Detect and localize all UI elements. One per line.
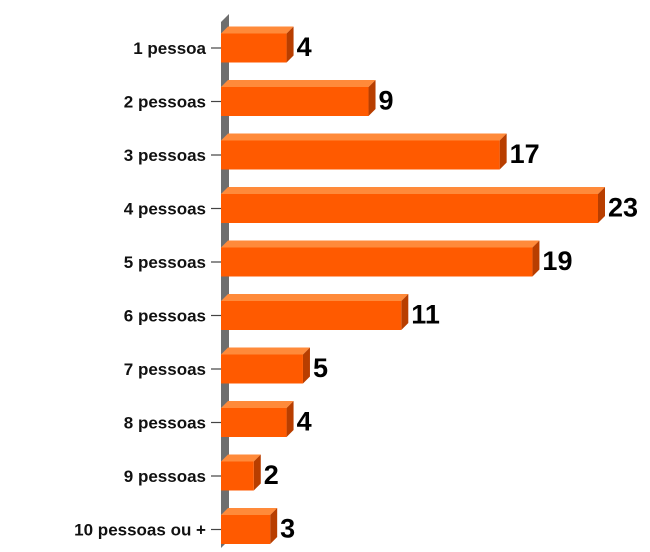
value-label: 4: [297, 32, 312, 62]
bar-side-face: [368, 80, 376, 116]
category-label: 4 pessoas: [124, 200, 206, 219]
bar-5: [221, 240, 540, 277]
category-label: 10 pessoas ou +: [74, 521, 206, 540]
bar-front-face: [221, 515, 271, 544]
bar-top-face: [221, 347, 310, 355]
bar-front-face: [221, 33, 287, 63]
bar-front-face: [221, 354, 303, 384]
bars: [221, 26, 605, 544]
bar-side-face: [253, 454, 261, 491]
bar-top-face: [221, 294, 409, 301]
value-label: 2: [264, 460, 279, 490]
value-label: 9: [379, 86, 394, 116]
bar-3: [221, 133, 507, 170]
bar-6: [221, 294, 409, 330]
bar-front-face: [221, 461, 254, 491]
bar-top-face: [221, 26, 294, 34]
bar-2: [221, 80, 376, 116]
bar-4: [221, 187, 605, 223]
value-label: 5: [313, 353, 328, 383]
bar-front-face: [221, 408, 287, 437]
bar-top-face: [221, 454, 261, 462]
category-label: 8 pessoas: [124, 414, 206, 433]
value-label: 19: [542, 246, 572, 276]
bar-top-face: [221, 240, 540, 248]
category-label: 1 pessoa: [133, 39, 206, 58]
category-label: 6 pessoas: [124, 307, 206, 326]
bar-front-face: [221, 301, 402, 330]
bar-side-face: [401, 294, 409, 330]
bar-10: [221, 508, 278, 544]
value-label: 23: [608, 193, 638, 223]
bar-side-face: [270, 508, 278, 544]
category-label: 7 pessoas: [124, 360, 206, 379]
bar-side-face: [532, 240, 540, 277]
bar-7: [221, 347, 310, 384]
bar-9: [221, 454, 261, 491]
bar-front-face: [221, 247, 533, 277]
bar-front-face: [221, 87, 369, 116]
bar-side-face: [286, 401, 294, 437]
bar-side-face: [302, 347, 310, 384]
bar-side-face: [598, 187, 605, 223]
bar-top-face: [221, 508, 278, 515]
bar-top-face: [221, 187, 605, 194]
bar-front-face: [221, 194, 598, 223]
bar-front-face: [221, 140, 500, 170]
bar-1: [221, 26, 294, 63]
value-label: 3: [280, 514, 295, 544]
category-label: 2 pessoas: [124, 93, 206, 112]
category-label: 9 pessoas: [124, 467, 206, 486]
category-label: 3 pessoas: [124, 146, 206, 165]
value-label: 11: [411, 300, 440, 330]
bar-8: [221, 401, 294, 437]
category-label: 5 pessoas: [124, 253, 206, 272]
bar-side-face: [499, 133, 507, 170]
value-label: 17: [510, 139, 540, 169]
category-labels: 1 pessoa 2 pessoas 3 pessoas 4 pessoas 5 pes…: [74, 39, 206, 540]
bar-top-face: [221, 80, 376, 87]
value-label: 4: [297, 407, 312, 437]
bar-top-face: [221, 133, 507, 141]
bar-side-face: [286, 26, 294, 63]
bar-top-face: [221, 401, 294, 408]
axis-ticks: [211, 47, 221, 531]
